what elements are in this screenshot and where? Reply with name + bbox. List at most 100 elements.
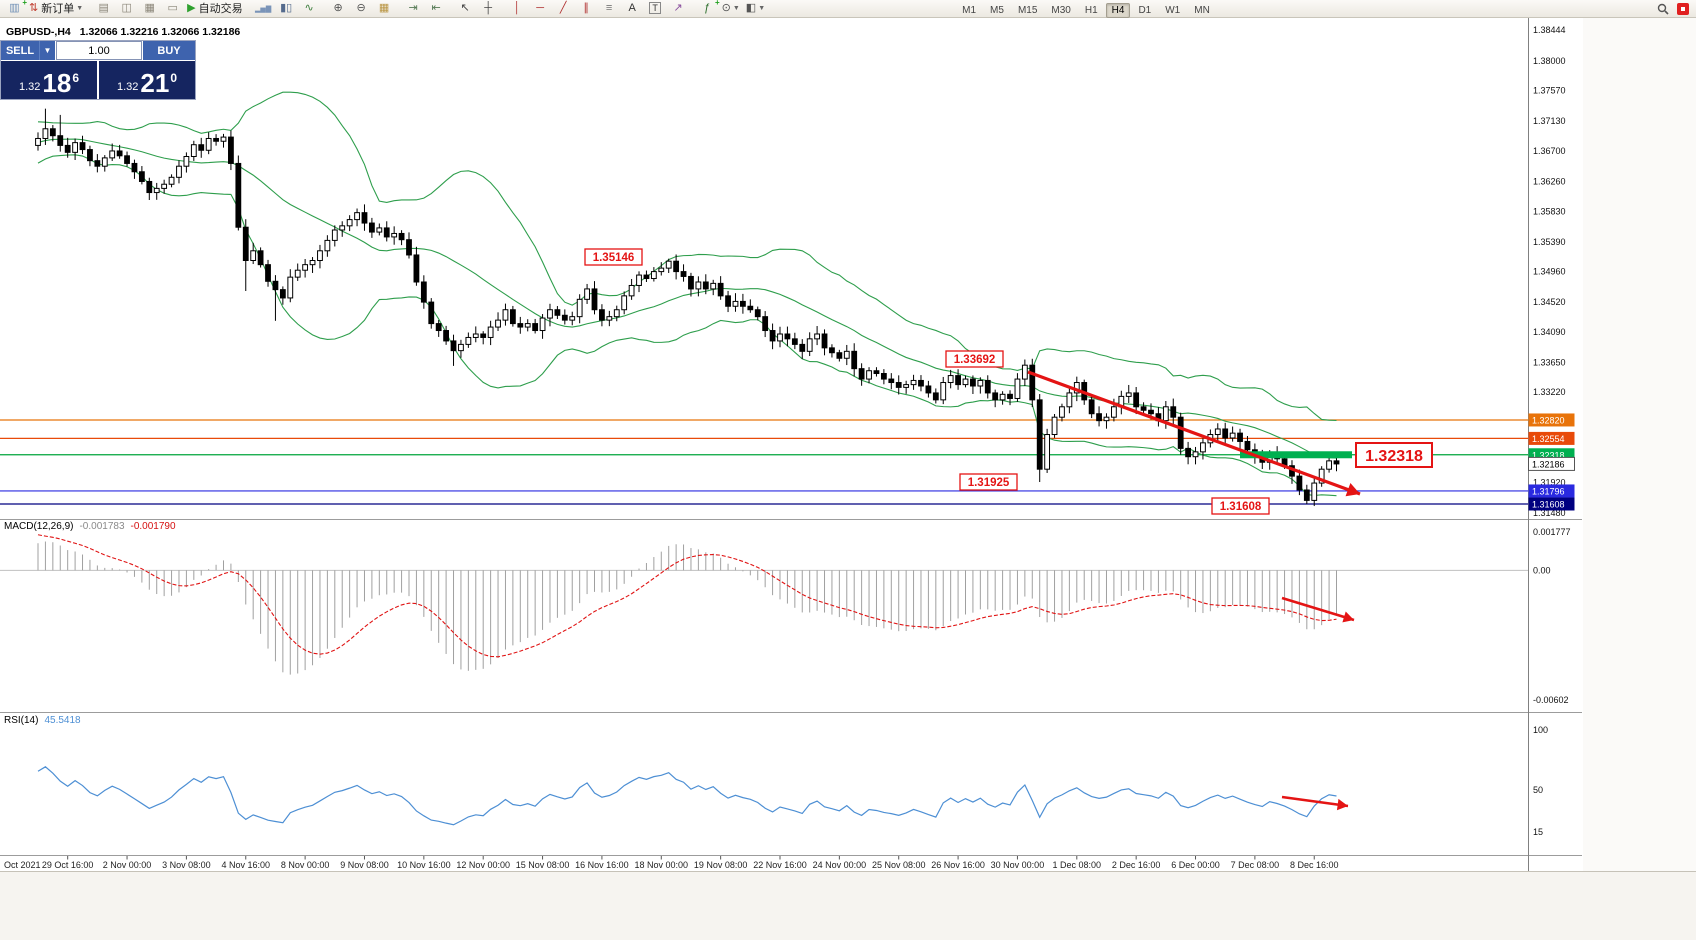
svg-text:22 Nov 16:00: 22 Nov 16:00 — [753, 860, 807, 870]
svg-text:1.32554: 1.32554 — [1532, 434, 1565, 444]
chevron-down-icon: ▼ — [758, 4, 766, 12]
search-icon[interactable] — [1651, 0, 1674, 17]
annotation-price-label — [945, 350, 1004, 368]
zoom-in-icon[interactable]: ⊕ — [327, 0, 350, 17]
arrows-icon[interactable]: ↗ — [667, 0, 690, 17]
buy-price[interactable]: 1.32 21 0 — [99, 61, 195, 99]
timeframe-m15[interactable]: M15 — [1017, 4, 1038, 16]
level-price-label — [1528, 497, 1575, 511]
timeframe-mn[interactable]: MN — [1194, 4, 1210, 16]
tile-windows-icon[interactable]: ▦ — [373, 0, 396, 17]
svg-text:1.32820: 1.32820 — [1532, 415, 1565, 425]
main-chart-panel[interactable] — [0, 18, 1528, 855]
buy-price-sup: 0 — [170, 71, 178, 85]
channel-icon[interactable]: ∥ — [575, 0, 598, 17]
buy-button[interactable]: BUY — [143, 41, 195, 60]
svg-text:1.35146: 1.35146 — [593, 252, 635, 264]
new-order-button: ⇅ — [29, 2, 39, 15]
horizontal-line-icon[interactable]: ─ — [529, 0, 552, 17]
label-icon[interactable]: T — [644, 0, 667, 17]
auto-scroll-icon[interactable]: ⇥ — [402, 0, 425, 17]
price-axis-labels: 1.38444 1.38000 1.37570 1.37130 1.36700 1.362… — [1528, 25, 1575, 837]
timeframe-m5[interactable]: M5 — [990, 4, 1004, 16]
svg-text:9 Nov 08:00: 9 Nov 08:00 — [340, 860, 389, 870]
svg-text:1 Dec 08:00: 1 Dec 08:00 — [1053, 860, 1102, 870]
svg-text:15: 15 — [1533, 827, 1543, 837]
templates-icon[interactable]: ◧ ▼ — [743, 0, 768, 17]
macd-title: MACD(12,26,9) — [4, 521, 74, 532]
timeframe-h4[interactable]: H4 — [1105, 2, 1131, 18]
zoom-in-icon: ⊕ — [333, 2, 343, 15]
level-price-label — [1528, 484, 1575, 498]
chevron-down-icon: ▼ — [76, 4, 84, 12]
timeframe-w1[interactable]: W1 — [1165, 4, 1181, 16]
chevron-down-icon: ▼ — [732, 4, 740, 12]
market-watch-icon[interactable]: ◫ — [115, 0, 138, 17]
svg-text:1.33650: 1.33650 — [1533, 357, 1566, 367]
trendline-icon[interactable]: ╱ — [552, 0, 575, 17]
level-price-label — [1528, 413, 1575, 427]
line-chart-icon[interactable]: ∿ — [298, 0, 321, 17]
svg-text:-0.00602: -0.00602 — [1533, 695, 1569, 705]
time-axis[interactable] — [0, 855, 1582, 871]
text-icon[interactable]: A — [621, 0, 644, 17]
price-axis[interactable] — [1528, 18, 1582, 855]
symbol-period-label: GBPUSD-,H4 — [6, 26, 71, 38]
vertical-line-icon[interactable]: │ — [506, 0, 529, 17]
bar-chart-icon[interactable]: ▂▅▇ — [252, 2, 275, 19]
chart-ohlc-header: GBPUSD-,H4 1.32066 1.32216 1.32066 1.321… — [6, 26, 240, 38]
line-chart-icon: ∿ — [304, 2, 314, 15]
fibonacci-icon[interactable]: ≡ — [598, 0, 621, 17]
svg-text:0.00: 0.00 — [1533, 565, 1551, 575]
zoom-out-icon[interactable]: ⊖ — [350, 0, 373, 17]
crosshair-icon[interactable]: ┼ — [477, 0, 500, 17]
annotation-price-label — [1211, 497, 1270, 515]
indicators-icon[interactable]: ƒ + — [696, 0, 720, 17]
timeframe-h1[interactable]: H1 — [1084, 4, 1098, 16]
text-icon: A — [628, 2, 636, 15]
plus-badge-icon: + — [714, 0, 720, 7]
autotrading-button[interactable]: ▶ 自动交易 — [184, 0, 245, 17]
timeframe-m1[interactable]: M1 — [962, 4, 977, 16]
sell-price[interactable]: 1.32 18 6 — [1, 61, 97, 99]
chart-shift-icon: ⇤ — [431, 2, 441, 15]
svg-text:1.31480: 1.31480 — [1533, 508, 1566, 518]
terminal-icon[interactable]: ▭ — [161, 0, 184, 17]
timeframe-d1[interactable]: D1 — [1138, 4, 1152, 16]
cursor-icon[interactable]: ↖ — [454, 0, 477, 17]
candlestick-icon: ▮▯ — [280, 2, 293, 15]
svg-text:26 Nov 16:00: 26 Nov 16:00 — [931, 860, 985, 870]
svg-text:1.38000: 1.38000 — [1533, 56, 1566, 66]
svg-text:1.37130: 1.37130 — [1533, 116, 1566, 126]
profiles-icon[interactable]: ▤ — [92, 0, 115, 17]
periods-icon[interactable]: ⊙ ▼ — [719, 0, 743, 17]
svg-text:24 Nov 00:00: 24 Nov 00:00 — [813, 860, 867, 870]
candlestick-icon[interactable]: ▮▯ — [275, 0, 298, 17]
svg-text:4 Nov 16:00: 4 Nov 16:00 — [221, 860, 270, 870]
sell-price-prefix: 1.32 — [18, 81, 41, 93]
svg-text:1.32318: 1.32318 — [1532, 450, 1565, 460]
navigator-icon[interactable]: ▦ — [138, 0, 161, 17]
notification-badge[interactable] — [1677, 2, 1689, 15]
volume-input[interactable] — [56, 41, 142, 60]
new-chart-icon: ▥ — [9, 2, 20, 15]
fibonacci-icon: ≡ — [605, 2, 613, 15]
new-chart-icon[interactable]: ▥ + — [3, 0, 27, 17]
annotation-price-label — [584, 248, 643, 266]
time-axis-labels: Oct 2021 29 Oct 16:00 2 Nov 00:00 3 Nov 08:… — [4, 856, 1339, 870]
sell-button[interactable]: SELL — [1, 41, 39, 60]
chart-shift-icon[interactable]: ⇤ — [425, 0, 448, 17]
buy-price-prefix: 1.32 — [116, 81, 139, 93]
svg-text:1.31920: 1.31920 — [1533, 477, 1566, 487]
plus-badge-icon: + — [22, 0, 27, 7]
volume-dropdown-caret[interactable]: ▼ — [39, 41, 55, 60]
svg-text:25 Nov 08:00: 25 Nov 08:00 — [872, 860, 926, 870]
new-order-button[interactable]: ⇅ 新订单 ▼ — [26, 0, 86, 17]
horizontal-line-icon: ─ — [536, 2, 545, 15]
profiles-icon: ▤ — [98, 2, 109, 15]
candles-group — [35, 108, 1340, 507]
zoom-out-icon: ⊖ — [356, 2, 366, 15]
svg-text:1.36700: 1.36700 — [1533, 146, 1566, 156]
timeframe-m30[interactable]: M30 — [1051, 4, 1071, 16]
